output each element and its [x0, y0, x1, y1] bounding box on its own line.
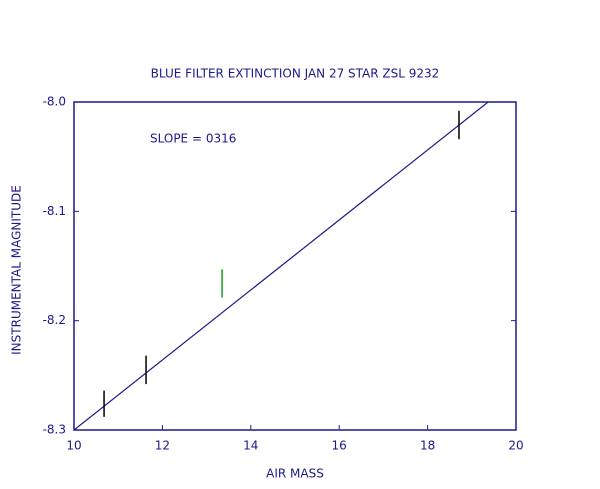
- x-tick-label: 18: [420, 439, 435, 453]
- chart-title: BLUE FILTER EXTINCTION JAN 27 STAR ZSL 9…: [151, 67, 440, 81]
- plot-frame: [73, 101, 517, 431]
- x-tick-label: 20: [508, 439, 523, 453]
- y-tick-label: -8.0: [43, 95, 66, 109]
- y-axis-label: INSTRUMENTAL MAGNITUDE: [10, 185, 24, 355]
- fit-line: [73, 101, 489, 431]
- x-tick-label: 10: [66, 439, 81, 453]
- y-tick-label: -8.3: [43, 423, 66, 437]
- x-tick-label: 14: [243, 439, 258, 453]
- x-tick-label: 12: [155, 439, 170, 453]
- slope-annotation: SLOPE = 0316: [150, 132, 236, 146]
- x-axis-label: AIR MASS: [266, 467, 324, 481]
- y-tick-label: -8.1: [43, 204, 66, 218]
- y-tick-label: -8.2: [43, 313, 66, 327]
- x-tick-label: 16: [332, 439, 347, 453]
